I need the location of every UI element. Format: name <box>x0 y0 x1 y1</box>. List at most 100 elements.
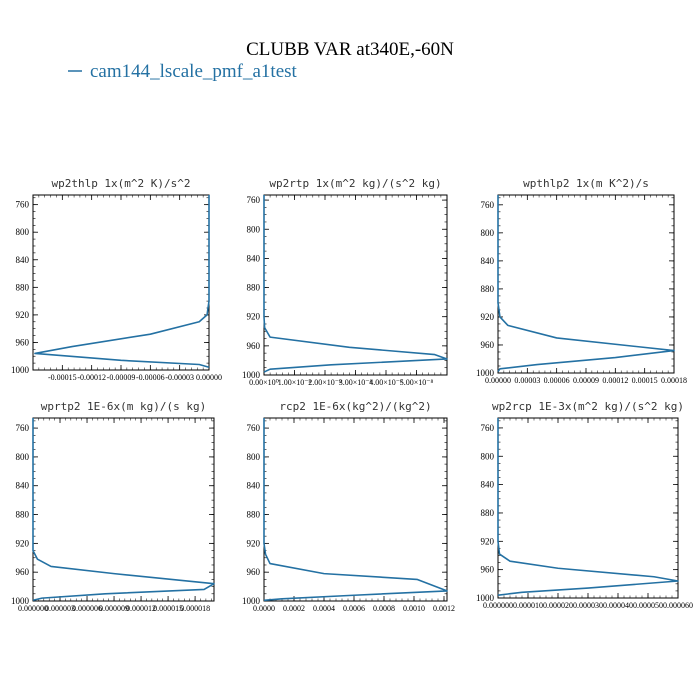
y-tick-label: 880 <box>16 282 30 292</box>
series-line <box>263 195 448 373</box>
x-tick-label: 3.00×10⁻⁸ <box>339 378 373 387</box>
y-tick-label: 920 <box>16 538 30 548</box>
y-tick-label: 880 <box>16 510 30 520</box>
y-tick-label: 800 <box>16 227 30 237</box>
panel-4: wprtp2 1E-6x(m kg)/(s kg) 760 800 840 880 920… <box>11 400 215 613</box>
y-tick-label: 960 <box>481 340 495 350</box>
x-tick-label: 0.000006 <box>72 604 102 613</box>
y-tick-label: 800 <box>247 452 261 462</box>
figure-legend: cam144_lscale_pmf_a1test <box>68 61 298 82</box>
y-tick-label: 1000 <box>11 365 30 375</box>
y-tick-label: 1000 <box>242 370 261 380</box>
x-tick-label: 0.00×10⁰ <box>249 378 279 387</box>
y-tick-label: 800 <box>481 451 495 461</box>
x-tick-label: 0.000040 <box>603 601 633 610</box>
x-tick-label: 0.0012 <box>433 604 455 613</box>
x-tick-label: 0.000000 <box>18 604 48 613</box>
y-tick-label: 840 <box>16 481 30 491</box>
y-tick-label: 920 <box>247 538 261 548</box>
y-tick-label: 800 <box>481 228 495 238</box>
panel-6: wp2rcp 1E-3x(m^2 kg)/(s^2 kg) 760 800 840 88… <box>476 400 693 610</box>
x-tick-label: 0.000003 <box>45 604 75 613</box>
y-tick-label: 920 <box>481 536 495 546</box>
y-tick-label: 960 <box>481 565 495 575</box>
panel-title: rcp2 1E-6x(kg^2)/(kg^2) <box>279 400 431 413</box>
panel-title: wp2rcp 1E-3x(m^2 kg)/(s^2 kg) <box>492 400 684 413</box>
panel-1: wp2thlp 1x(m^2 K)/s^2 760 800 840 880 920 960 1… <box>11 177 222 382</box>
figure-title: CLUBB VAR at340E,-60N <box>246 39 454 60</box>
series-line <box>34 195 210 369</box>
y-tick-label: 1000 <box>11 596 30 606</box>
x-tick-label: 0.0010 <box>403 604 425 613</box>
x-tick-label: 0.0002 <box>283 604 305 613</box>
x-tick-label: 0.0008 <box>373 604 395 613</box>
y-tick-label: 840 <box>481 480 495 490</box>
y-tick-label: 760 <box>16 200 30 210</box>
panel-5: rcp2 1E-6x(kg^2)/(kg^2) 760 800 840 880 920 96… <box>242 400 455 613</box>
y-tick-label: 920 <box>247 312 261 322</box>
x-tick-label: 0.000018 <box>180 604 210 613</box>
x-tick-label: 0.000020 <box>543 601 573 610</box>
x-tick-label: 0.000030 <box>573 601 603 610</box>
panel-frame <box>32 417 215 602</box>
x-tick-label: -0.00012 <box>77 373 106 382</box>
y-tick-label: 760 <box>16 423 30 433</box>
series-line <box>32 418 215 602</box>
x-tick-label: 1.00×10⁻⁸ <box>278 378 312 387</box>
y-tick-label: 920 <box>481 312 495 322</box>
x-tick-label: -0.00015 <box>48 373 77 382</box>
y-tick-label: 960 <box>247 567 261 577</box>
y-tick-label: 920 <box>16 310 30 320</box>
panel-frame <box>263 417 448 602</box>
panels: wp2thlp 1x(m^2 K)/s^2 760 800 840 880 920 960 1… <box>11 177 693 613</box>
x-tick-label: 0.000050 <box>633 601 663 610</box>
x-tick-label: 0.0000 <box>253 604 275 613</box>
x-tick-label: 2.00×10⁻⁸ <box>308 378 342 387</box>
y-tick-label: 800 <box>247 224 261 234</box>
y-tick-label: 880 <box>247 283 261 293</box>
panel-title: wpthlp2 1x(m K^2)/s <box>523 177 649 190</box>
series-line <box>263 418 448 602</box>
x-tick-label: 0.00000 <box>196 373 222 382</box>
x-tick-label: 0.000015 <box>153 604 183 613</box>
y-tick-label: 960 <box>247 341 261 351</box>
panel-3: wpthlp2 1x(m K^2)/s 760 800 840 880 920 960 100… <box>476 177 687 385</box>
x-tick-label: 0.000000 <box>483 601 513 610</box>
y-tick-label: 960 <box>16 337 30 347</box>
x-tick-label: 0.00003 <box>514 376 540 385</box>
y-tick-label: 840 <box>247 481 261 491</box>
y-tick-label: 960 <box>16 567 30 577</box>
x-tick-label: 0.00000 <box>485 376 511 385</box>
y-tick-label: 760 <box>247 195 261 205</box>
panel-title: wprtp2 1E-6x(m kg)/(s kg) <box>41 400 207 413</box>
x-tick-label: -0.00009 <box>107 373 136 382</box>
x-tick-label: 0.00018 <box>661 376 687 385</box>
y-tick-label: 1000 <box>476 593 495 603</box>
series-line <box>497 418 679 596</box>
panel-2: wp2rtp 1x(m^2 kg)/(s^2 kg) 760 800 840 880 92… <box>242 177 448 387</box>
x-tick-label: 0.000009 <box>99 604 129 613</box>
y-tick-label: 760 <box>481 423 495 433</box>
x-tick-label: -0.00006 <box>136 373 165 382</box>
y-tick-label: 800 <box>16 452 30 462</box>
x-tick-label: 0.0006 <box>343 604 365 613</box>
y-tick-label: 1000 <box>242 596 261 606</box>
y-tick-label: 760 <box>247 423 261 433</box>
x-tick-label: 0.0004 <box>313 604 335 613</box>
y-tick-label: 840 <box>16 255 30 265</box>
x-tick-label: -0.00003 <box>165 373 194 382</box>
panel-frame <box>497 194 675 374</box>
panel-title: wp2rtp 1x(m^2 kg)/(s^2 kg) <box>269 177 441 190</box>
x-tick-label: 0.000012 <box>126 604 156 613</box>
x-tick-label: 0.00015 <box>632 376 658 385</box>
y-tick-label: 880 <box>481 508 495 518</box>
x-tick-label: 0.00012 <box>602 376 628 385</box>
x-tick-label: 5.00×10⁻⁸ <box>400 378 434 387</box>
y-tick-label: 880 <box>481 284 495 294</box>
x-tick-label: 0.000060 <box>663 601 693 610</box>
legend-label: cam144_lscale_pmf_a1test <box>90 61 298 82</box>
panel-frame <box>32 194 210 371</box>
y-tick-label: 760 <box>481 200 495 210</box>
y-tick-label: 840 <box>481 256 495 266</box>
